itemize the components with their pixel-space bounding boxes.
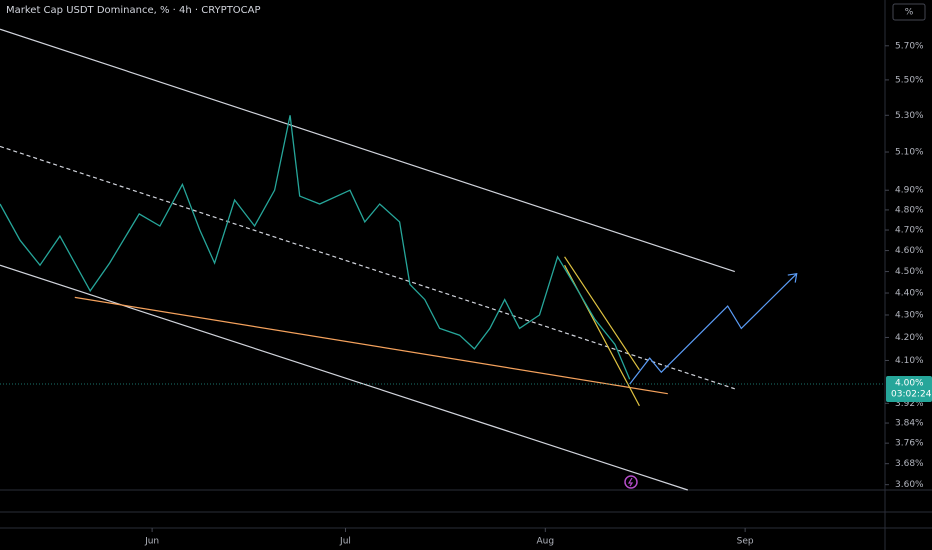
y-tick-label: 3.84% [895,419,924,429]
drawing-line [0,264,688,491]
price-line [0,115,631,380]
drawing-line [564,256,640,371]
current-price-label: 4.00% [895,379,924,389]
y-tick-label: 3.92% [895,399,924,409]
y-tick-label: 4.90% [895,186,924,196]
y-tick-label: 5.30% [895,111,924,121]
y-tick-label: 3.60% [895,480,924,490]
y-tick-label: 4.40% [895,289,924,299]
y-tick-label: 5.10% [895,148,924,158]
x-tick-label: Aug [537,537,555,547]
x-tick-label: Jul [339,537,351,547]
flash-icon[interactable] [624,475,638,489]
y-tick-label: 4.70% [895,226,924,236]
current-price-box [886,376,932,403]
x-tick-label: Jun [144,537,159,547]
drawing-line [74,296,668,395]
icon-circle[interactable] [624,475,638,489]
y-tick-label: 4.30% [895,310,924,320]
scale-button[interactable]: % [905,8,914,18]
drawing-line [0,145,735,390]
arrow-head [787,272,798,283]
y-tick-label: 5.70% [895,41,924,51]
drawing-line [0,28,735,273]
x-tick-label: Sep [737,537,754,547]
y-tick-label: 4.60% [895,246,924,256]
y-tick-label: 4.50% [895,267,924,277]
icon-bolt[interactable] [627,477,634,487]
y-tick-label: 5.50% [895,75,924,85]
y-tick-label: 4.80% [895,205,924,215]
drawing-line [629,273,798,385]
chart-title: Market Cap USDT Dominance, % · 4h · CRYP… [6,5,261,16]
y-tick-label: 4.20% [895,333,924,343]
scale-button-box[interactable] [892,3,926,21]
y-tick-label: 4.10% [895,356,924,366]
countdown-label: 03:02:24 [891,390,932,400]
y-tick-label: 3.68% [895,459,924,469]
y-tick-label: 3.76% [895,439,924,449]
